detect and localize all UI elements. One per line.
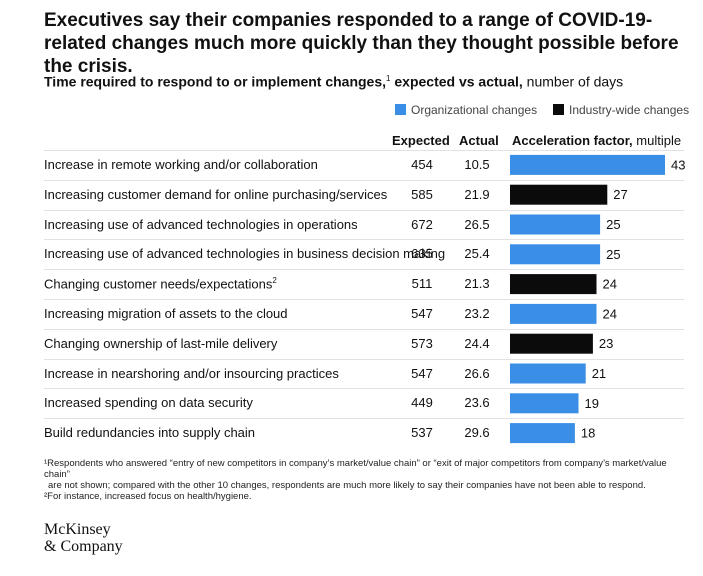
expected-value: 511 bbox=[411, 276, 433, 291]
subtitle-bold: Time required to respond to or implement… bbox=[44, 73, 387, 90]
row-label-text: Increasing use of advanced technologies … bbox=[44, 246, 446, 261]
bar-industry bbox=[510, 333, 593, 354]
mckinsey-logo: McKinsey & Company bbox=[44, 521, 123, 555]
bar-organizational bbox=[510, 303, 597, 324]
column-header-expected: Expected bbox=[392, 133, 450, 148]
row-label-text: Build redundancies into supply chain bbox=[44, 425, 256, 440]
row-divider bbox=[44, 210, 684, 211]
row-label: Changing ownership of last-mile delivery bbox=[44, 336, 277, 351]
row-divider bbox=[44, 418, 684, 419]
row-label: Increase in nearshoring and/or insourcin… bbox=[44, 366, 339, 381]
row-label: Increasing migration of assets to the cl… bbox=[44, 306, 288, 321]
expected-value: 547 bbox=[411, 306, 433, 321]
bar-value-label: 27 bbox=[613, 187, 627, 202]
bar-organizational bbox=[510, 393, 579, 414]
row-divider bbox=[44, 359, 684, 360]
bar-organizational bbox=[510, 244, 601, 265]
bar-organizational bbox=[510, 214, 601, 235]
bar-value-label: 25 bbox=[606, 247, 620, 262]
bar-value-label: 43 bbox=[671, 157, 685, 172]
footnote-1: ¹Respondents who answered “entry of new … bbox=[44, 458, 667, 480]
row-label-text: Increased spending on data security bbox=[44, 395, 253, 410]
subtitle-bold-2: expected vs actual, bbox=[390, 73, 523, 90]
actual-value: 10.5 bbox=[464, 157, 490, 172]
expected-value: 672 bbox=[411, 217, 433, 232]
legend-item-industry: Industry-wide changes bbox=[553, 103, 689, 117]
row-divider bbox=[44, 180, 684, 181]
subtitle-footnote-ref: 1 bbox=[386, 74, 391, 83]
row-label-footnote-ref: 2 bbox=[272, 276, 277, 285]
expected-value: 547 bbox=[411, 366, 433, 381]
legend-label-industry: Industry-wide changes bbox=[569, 103, 690, 117]
actual-value: 25.4 bbox=[464, 246, 490, 261]
expected-value: 635 bbox=[411, 246, 433, 261]
logo-line-1: McKinsey bbox=[44, 521, 111, 538]
expected-value: 449 bbox=[411, 395, 433, 410]
row-divider bbox=[44, 150, 684, 151]
legend-swatch-organizational bbox=[395, 104, 406, 115]
expected-value: 454 bbox=[411, 157, 433, 172]
row-label-text: Increase in remote working and/or collab… bbox=[44, 157, 318, 172]
actual-value: 29.6 bbox=[464, 425, 490, 440]
footnote-2: ²For instance, increased focus on health… bbox=[44, 491, 252, 502]
bar-value-label: 18 bbox=[581, 426, 595, 441]
row-label: Increasing use of advanced technologies … bbox=[44, 246, 445, 261]
row-label: Increase in remote working and/or collab… bbox=[44, 157, 318, 172]
legend-item-organizational: Organizational changes bbox=[395, 103, 537, 117]
bar-value-label: 19 bbox=[585, 396, 599, 411]
row-label: Changing customer needs/expectations2 bbox=[44, 276, 277, 291]
bar-organizational bbox=[510, 363, 586, 384]
actual-value: 26.6 bbox=[464, 366, 490, 381]
row-label-text: Changing ownership of last-mile delivery bbox=[44, 336, 278, 351]
row-label-text: Increasing migration of assets to the cl… bbox=[44, 306, 288, 321]
row-divider bbox=[44, 239, 684, 240]
column-header-actual: Actual bbox=[459, 133, 499, 148]
actual-value: 23.6 bbox=[464, 395, 490, 410]
subtitle-unit: number of days bbox=[522, 73, 624, 90]
bar-value-label: 24 bbox=[603, 306, 617, 321]
chart-subtitle: Time required to respond to or implement… bbox=[44, 70, 684, 91]
footnote-1-cont: are not shown; compared with the other 1… bbox=[48, 480, 646, 491]
column-header-acceleration: Acceleration factor, multiple bbox=[512, 133, 681, 148]
row-divider bbox=[44, 269, 684, 270]
row-label: Increasing use of advanced technologies … bbox=[44, 217, 358, 232]
bar-industry bbox=[510, 274, 597, 295]
bar-organizational bbox=[510, 423, 575, 444]
bar-organizational bbox=[510, 154, 665, 175]
actual-value: 26.5 bbox=[464, 217, 490, 232]
row-label-text: Increasing use of advanced technologies … bbox=[44, 217, 358, 232]
bar-value-label: 23 bbox=[599, 336, 613, 351]
expected-value: 573 bbox=[411, 336, 433, 351]
actual-value: 23.2 bbox=[464, 306, 490, 321]
row-label: Increased spending on data security bbox=[44, 395, 253, 410]
actual-value: 21.3 bbox=[464, 276, 490, 291]
row-label-text: Increase in nearshoring and/or insourcin… bbox=[44, 366, 339, 381]
logo-line-2: & Company bbox=[44, 538, 123, 555]
actual-value: 21.9 bbox=[464, 187, 490, 202]
chart-title: Executives say their companies responded… bbox=[44, 10, 679, 77]
legend-label-organizational: Organizational changes bbox=[411, 103, 538, 117]
expected-value: 537 bbox=[411, 425, 433, 440]
legend-swatch-industry bbox=[553, 104, 564, 115]
expected-value: 585 bbox=[411, 187, 433, 202]
row-label-text: Increasing customer demand for online pu… bbox=[44, 187, 388, 202]
acceleration-header-unit: multiple bbox=[632, 133, 682, 148]
acceleration-header-bold: Acceleration factor, bbox=[512, 133, 633, 148]
row-divider bbox=[44, 329, 684, 330]
bar-value-label: 24 bbox=[603, 277, 617, 292]
row-divider bbox=[44, 388, 684, 389]
row-label-text: Changing customer needs/expectations bbox=[44, 276, 273, 292]
bar-value-label: 25 bbox=[606, 217, 620, 232]
actual-value: 24.4 bbox=[464, 336, 490, 351]
row-divider bbox=[44, 299, 684, 300]
bar-value-label: 21 bbox=[592, 366, 606, 381]
footnotes: ¹Respondents who answered “entry of new … bbox=[44, 458, 684, 502]
row-label: Increasing customer demand for online pu… bbox=[44, 187, 387, 202]
bar-industry bbox=[510, 184, 608, 205]
row-label: Build redundancies into supply chain bbox=[44, 425, 255, 440]
